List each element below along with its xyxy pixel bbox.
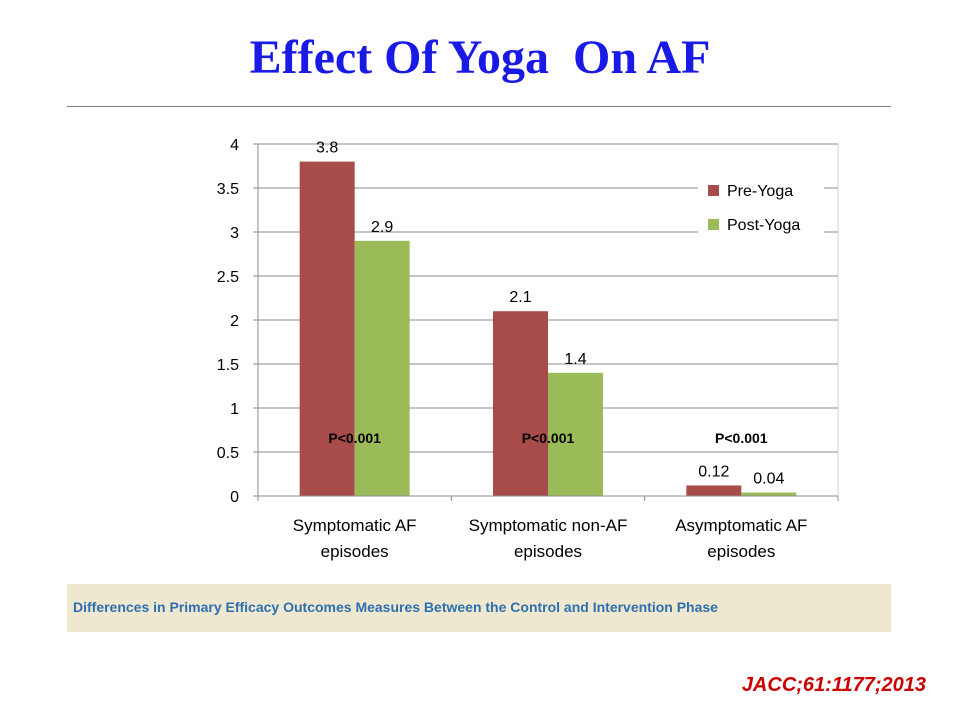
legend-label: Pre-Yoga — [727, 183, 793, 200]
bar-value-label: 2.1 — [509, 289, 531, 306]
x-category-label: Asymptomatic AF — [675, 516, 807, 535]
bar-value-label: 0.04 — [753, 470, 784, 487]
y-tick-label: 1.5 — [217, 357, 239, 374]
caption-bar: Differences in Primary Efficacy Outcomes… — [67, 584, 891, 632]
bar-value-label: 2.9 — [371, 219, 393, 236]
y-tick-label: 3 — [230, 225, 239, 242]
y-tick-label: 4 — [230, 137, 239, 154]
bar-value-label: 3.8 — [316, 140, 338, 157]
p-value-annotation: P<0.001 — [328, 430, 381, 446]
y-tick-label: 0.5 — [217, 445, 239, 462]
legend-label: Post-Yoga — [727, 217, 800, 234]
figure-caption: Differences in Primary Efficacy Outcomes… — [73, 599, 718, 615]
slide-title: Effect Of Yoga On AF — [249, 31, 711, 84]
y-axis-ticks: 0 0.5 1 1.5 2 2.5 3 3.5 4 — [217, 137, 258, 506]
citation: JACC;61:1177;2013 — [741, 674, 926, 696]
legend-swatch-pre-yoga — [708, 185, 719, 196]
p-value-annotations: P<0.001 P<0.001 P<0.001 — [328, 430, 767, 446]
bar-pre-yoga — [686, 485, 742, 496]
x-category-label: episodes — [514, 542, 582, 561]
bar-post-yoga — [354, 240, 410, 496]
title-divider — [67, 106, 891, 107]
bar-value-label: 1.4 — [564, 351, 586, 368]
bar-pre-yoga — [493, 311, 548, 496]
x-category-label: episodes — [321, 542, 389, 561]
legend: Pre-Yoga Post-Yoga — [698, 175, 824, 243]
axes — [257, 144, 839, 501]
bar-pre-yoga — [299, 161, 355, 496]
bar-chart: 0 0.5 1 1.5 2 2.5 3 3.5 4 3.8 2.9 2.1 1.4 0.12 0.04 P… — [217, 137, 839, 561]
x-axis-category-labels: Symptomatic AF episodes Symptomatic non-AF… — [293, 516, 808, 561]
p-value-annotation: P<0.001 — [522, 430, 575, 446]
p-value-annotation: P<0.001 — [715, 430, 768, 446]
bar-post-yoga — [548, 372, 603, 496]
bar-value-label: 0.12 — [698, 463, 729, 480]
x-category-label: Symptomatic non-AF — [469, 516, 628, 535]
data-labels: 3.8 2.9 2.1 1.4 0.12 0.04 — [316, 140, 784, 488]
y-tick-label: 1 — [230, 401, 239, 418]
x-category-label: Symptomatic AF — [293, 516, 417, 535]
bars — [299, 161, 797, 496]
y-tick-label: 2.5 — [217, 269, 239, 286]
legend-swatch-post-yoga — [708, 219, 719, 230]
y-tick-label: 0 — [230, 489, 239, 506]
bar-post-yoga — [741, 492, 797, 496]
y-tick-label: 2 — [230, 313, 239, 330]
y-tick-label: 3.5 — [217, 181, 239, 198]
x-category-label: episodes — [707, 542, 775, 561]
